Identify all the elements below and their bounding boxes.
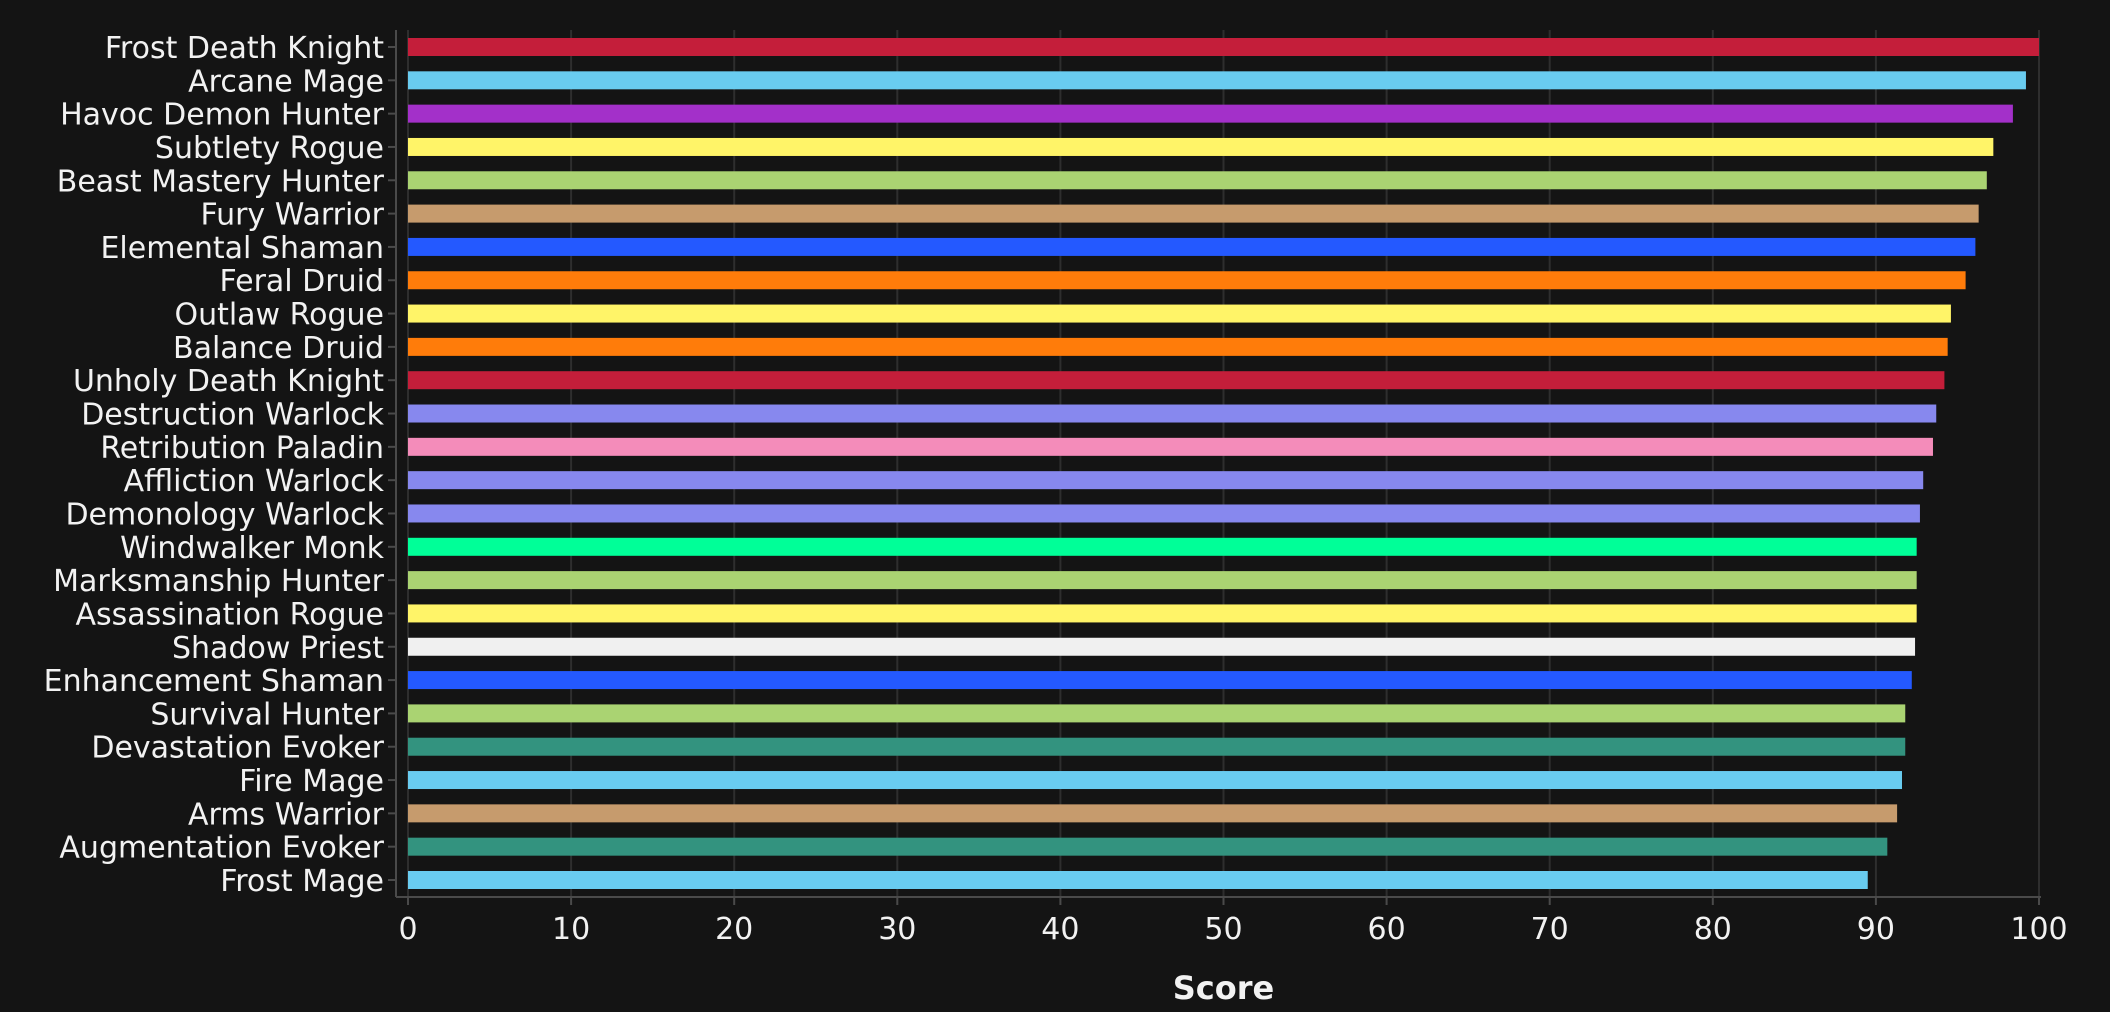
x-tick-label: 90 xyxy=(1857,912,1895,947)
category-label: Feral Druid xyxy=(220,264,385,299)
bar[interactable] xyxy=(408,804,1898,823)
category-label: Subtlety Rogue xyxy=(155,131,384,166)
x-tick-label: 80 xyxy=(1694,912,1732,947)
category-label: Survival Hunter xyxy=(150,697,384,732)
bar[interactable] xyxy=(408,537,1917,556)
category-label: Affliction Warlock xyxy=(124,464,385,499)
bar[interactable] xyxy=(408,771,1902,790)
category-label: Beast Mastery Hunter xyxy=(57,164,385,199)
bar[interactable] xyxy=(408,637,1916,656)
category-label: Enhancement Shaman xyxy=(44,664,384,699)
x-tick-label: 20 xyxy=(715,912,753,947)
x-tick-label: 70 xyxy=(1531,912,1569,947)
category-label: Havoc Demon Hunter xyxy=(60,98,385,133)
category-label: Fire Mage xyxy=(239,764,384,799)
bar[interactable] xyxy=(408,571,1917,590)
category-label: Balance Druid xyxy=(173,331,384,366)
axes xyxy=(388,30,2041,905)
category-label: Retribution Paladin xyxy=(100,431,384,466)
category-label: Demonology Warlock xyxy=(65,497,384,532)
category-label: Shadow Priest xyxy=(172,631,384,666)
bar[interactable] xyxy=(408,271,1966,290)
bar-series xyxy=(408,38,2039,889)
category-label: Augmentation Evoker xyxy=(59,831,384,866)
x-tick-label: 50 xyxy=(1204,912,1242,947)
category-label: Fury Warrior xyxy=(200,198,384,233)
category-label: Frost Death Knight xyxy=(105,31,384,66)
bar[interactable] xyxy=(408,504,1920,523)
bar[interactable] xyxy=(408,704,1906,723)
bar[interactable] xyxy=(408,171,1987,190)
bar[interactable] xyxy=(408,471,1924,490)
x-axis-title: Score xyxy=(1173,969,1274,1007)
bar[interactable] xyxy=(408,871,1868,889)
bar[interactable] xyxy=(408,237,1976,256)
category-label: Elemental Shaman xyxy=(100,231,384,266)
x-tick-label: 10 xyxy=(552,912,590,947)
bar[interactable] xyxy=(408,137,1994,156)
x-tick-label: 40 xyxy=(1041,912,1079,947)
category-label: Outlaw Rogue xyxy=(174,298,384,333)
category-label: Unholy Death Knight xyxy=(73,364,384,399)
x-tick-label: 30 xyxy=(878,912,916,947)
category-label: Arms Warrior xyxy=(188,797,385,832)
x-tick-label: 0 xyxy=(398,912,417,947)
category-label: Destruction Warlock xyxy=(81,398,384,433)
bar[interactable] xyxy=(408,38,2039,56)
bar[interactable] xyxy=(408,337,1948,356)
bar[interactable] xyxy=(408,204,1979,223)
bar[interactable] xyxy=(408,71,2026,90)
bar[interactable] xyxy=(408,304,1951,323)
category-label: Frost Mage xyxy=(220,864,384,899)
x-tick-label: 60 xyxy=(1368,912,1406,947)
bar[interactable] xyxy=(408,404,1937,423)
bar[interactable] xyxy=(408,604,1917,623)
category-label: Marksmanship Hunter xyxy=(53,564,385,599)
bar[interactable] xyxy=(408,371,1945,390)
category-label: Windwalker Monk xyxy=(120,531,385,566)
bar[interactable] xyxy=(408,671,1912,690)
category-label: Arcane Mage xyxy=(188,64,384,99)
x-tick-labels: 0 10 20 30 40 50 60 70 80 90 100 xyxy=(398,912,2067,947)
x-tick-label: 100 xyxy=(2010,912,2067,947)
bar[interactable] xyxy=(408,737,1906,756)
bar[interactable] xyxy=(408,104,2013,123)
category-label: Devastation Evoker xyxy=(91,731,384,766)
bar[interactable] xyxy=(408,437,1933,456)
bar[interactable] xyxy=(408,837,1888,856)
category-label: Assassination Rogue xyxy=(75,597,384,632)
